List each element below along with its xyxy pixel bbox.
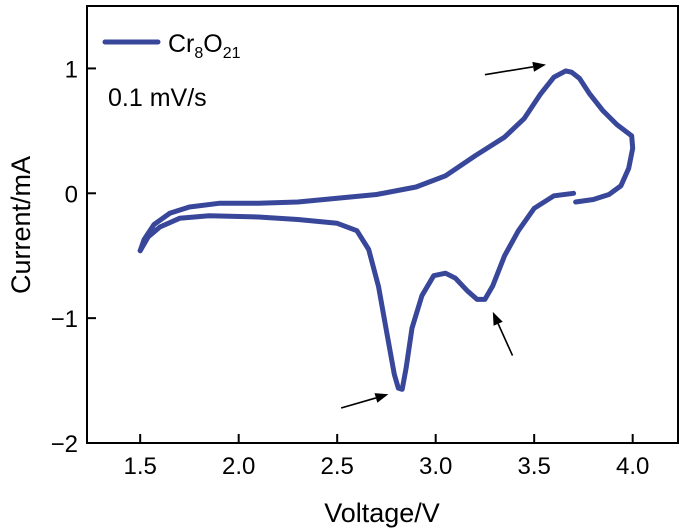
- legend-mid: O: [203, 30, 222, 58]
- legend-entry: Cr8O21: [168, 30, 241, 62]
- x-tick-label: 2.0: [222, 453, 255, 480]
- x-tick-label: 2.5: [321, 453, 354, 480]
- arrow-cathodic-peak-2: [497, 323, 514, 356]
- legend-sub1: 8: [194, 45, 203, 62]
- legend: Cr8O21: [102, 30, 241, 62]
- scan-rate-annotation: 0.1 mV/s: [108, 84, 207, 112]
- y-axis-ticks: −2 −1 0 1: [51, 56, 96, 458]
- y-axis-label: Current/mA: [6, 156, 36, 294]
- x-tick-label: 3.0: [419, 453, 452, 480]
- x-tick-label: 4.0: [616, 453, 649, 480]
- arrow-cathodic-peak-1: [340, 397, 377, 409]
- cv-cathodic-sweep: [137, 190, 577, 392]
- x-axis-label: Voltage/V: [324, 498, 440, 528]
- x-axis-ticks: 1.5 2.0 2.5 3.0 3.5 4.0: [124, 434, 649, 480]
- legend-sub2: 21: [223, 45, 241, 62]
- cv-anodic-sweep: [137, 68, 636, 254]
- cv-curves: [137, 68, 636, 392]
- x-tick-label: 1.5: [124, 453, 157, 480]
- legend-base: Cr: [168, 30, 194, 58]
- peak-arrows: [340, 61, 547, 409]
- y-tick-label: 0: [65, 181, 78, 208]
- y-tick-label: −2: [51, 431, 78, 458]
- plot-frame: [86, 5, 679, 444]
- y-tick-label: 1: [65, 56, 78, 83]
- arrowhead-cathodic-peak-2: [492, 311, 503, 326]
- y-tick-label: −1: [51, 306, 78, 333]
- x-tick-label: 3.5: [518, 453, 551, 480]
- arrowhead-anodic-peak: [532, 61, 547, 72]
- arrow-anodic-peak: [484, 65, 534, 76]
- arrowhead-cathodic-peak-1: [374, 393, 389, 403]
